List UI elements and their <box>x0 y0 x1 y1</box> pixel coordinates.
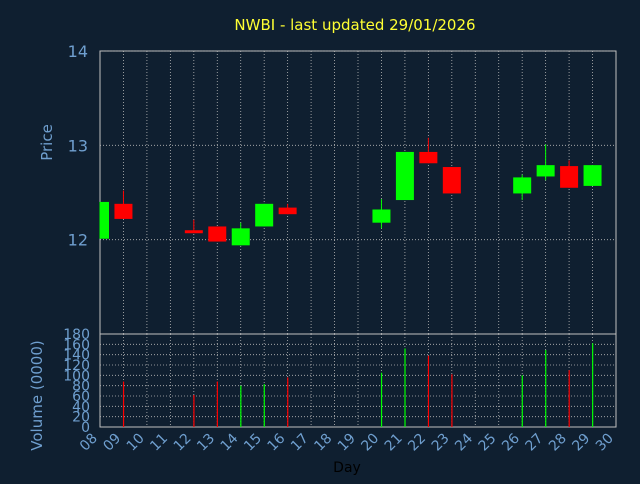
day-tick-label: 21 <box>382 431 406 455</box>
volume-bar <box>427 355 430 427</box>
volume-tick-label: 80 <box>72 379 90 395</box>
volume-bar <box>380 372 383 427</box>
volume-bar <box>287 377 289 427</box>
volume-tick-label: 100 <box>63 368 90 384</box>
volume-tick-label: 120 <box>63 358 90 374</box>
volume-tick-label: 160 <box>63 337 90 353</box>
candle-body <box>419 151 438 164</box>
volume-tick-label: 0 <box>81 420 90 436</box>
volume-axis-label: Volume (0000) <box>28 340 46 450</box>
day-tick-label: 27 <box>523 431 547 455</box>
day-tick-label: 26 <box>499 430 523 454</box>
volume-tick-label: 40 <box>72 399 90 415</box>
candle-body <box>100 201 109 239</box>
volume-bar <box>451 374 453 427</box>
candle-body <box>184 230 203 234</box>
volume-bar <box>193 394 195 427</box>
volume-bar <box>404 348 406 427</box>
volume-bar <box>240 385 242 427</box>
volume-bar <box>216 381 218 427</box>
day-tick-label: 14 <box>218 430 242 454</box>
candle-body <box>114 203 133 219</box>
candle-body <box>583 165 602 186</box>
price-tick-label: 12 <box>68 231 88 250</box>
candle-body <box>395 151 414 201</box>
day-tick-label: 19 <box>335 431 359 455</box>
volume-tick-label: 140 <box>63 348 90 364</box>
day-tick-label: 20 <box>358 431 382 455</box>
candle-body <box>372 209 391 223</box>
price-panel: 12 13 14 <box>68 42 617 335</box>
day-tick-label: 22 <box>405 431 429 455</box>
candle-body <box>208 226 227 242</box>
candle-body <box>513 177 532 194</box>
volume-bar <box>568 370 570 427</box>
candle-body <box>560 166 579 188</box>
price-tick-label: 13 <box>68 136 88 155</box>
day-tick-label: 11 <box>147 431 171 455</box>
volume-tick-label: 20 <box>72 410 90 426</box>
day-tick-label: 12 <box>171 431 195 455</box>
candle-body <box>442 167 461 194</box>
volume-bar <box>592 343 594 427</box>
volume-bar <box>122 381 125 427</box>
day-tick-label: 10 <box>124 431 148 455</box>
day-tick-label: 09 <box>100 431 124 455</box>
day-tick-label: 23 <box>429 431 453 455</box>
candle-body <box>536 165 555 177</box>
price-axis-label: Price <box>38 124 56 161</box>
day-tick-label: 28 <box>546 431 570 455</box>
day-tick-label: 29 <box>569 431 593 455</box>
candle-body <box>278 207 297 215</box>
price-tick-label: 14 <box>68 42 88 61</box>
candle-body <box>255 203 274 227</box>
chart-title: NWBI - last updated 29/01/2026 <box>234 16 475 34</box>
day-tick-label: 17 <box>288 431 312 455</box>
day-tick-label: 30 <box>593 431 617 455</box>
volume-bar <box>263 384 265 427</box>
volume-bar <box>521 375 523 427</box>
candle-body <box>231 228 250 246</box>
day-tick-label: 24 <box>452 430 476 454</box>
volume-bar <box>545 350 547 427</box>
day-tick-label: 18 <box>311 431 335 455</box>
x-axis-label: Day <box>333 460 361 476</box>
volume-tick-label: 180 <box>63 327 90 343</box>
volume-frame <box>99 333 617 428</box>
day-tick-label: 25 <box>476 431 500 455</box>
day-tick-label: 16 <box>265 430 289 454</box>
day-tick-label: 13 <box>194 431 218 455</box>
day-tick-label: 15 <box>241 431 265 455</box>
volume-tick-label: 60 <box>72 389 90 405</box>
